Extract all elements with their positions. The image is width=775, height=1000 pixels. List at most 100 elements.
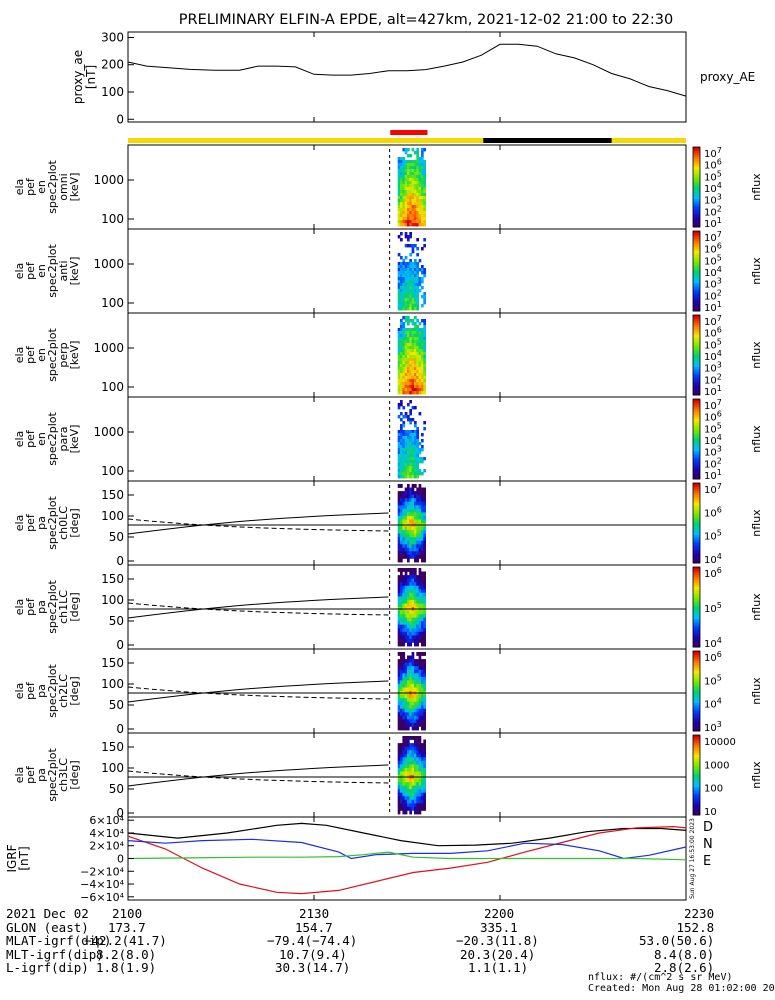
spectrogram-cell [409, 178, 412, 182]
spectrogram-cell [400, 792, 403, 797]
spectrogram-cell [400, 673, 403, 678]
spectrogram-cell [409, 412, 412, 416]
spectrogram-cell [418, 172, 422, 176]
colorbar-cell [693, 199, 700, 202]
spectrogram-cell [409, 662, 412, 667]
spectrogram-cell [421, 544, 424, 549]
spectrogram-cell [402, 596, 406, 601]
spectrogram-cell [421, 217, 424, 221]
spectrogram-cell [411, 277, 415, 281]
spectrogram-cell [411, 712, 415, 717]
spectrogram-cell [416, 491, 419, 495]
colorbar-cell [693, 603, 700, 606]
spectrogram-cell [400, 760, 403, 765]
spectrogram-cell [416, 792, 419, 797]
spectrogram-cell [421, 202, 424, 206]
colorbar-cell [693, 411, 700, 414]
colorbar-label: nflux [750, 593, 763, 621]
colorbar-cell [693, 641, 700, 644]
spectrogram-cell [407, 301, 410, 305]
panel-pa_ch0: elapefpaspec2plotch0LC[deg] nflux [13, 480, 763, 566]
colorbar-cell [693, 543, 700, 546]
spectrogram-cell [404, 148, 408, 152]
colorbar-cell [693, 795, 700, 798]
spectrogram-cell [416, 680, 419, 685]
colorbar-cell [693, 357, 700, 360]
spectrogram-cell [423, 214, 426, 218]
spectrogram-cell [416, 750, 419, 755]
spectrogram-cell [416, 163, 419, 167]
spectrogram-cell [423, 271, 426, 275]
spectrogram-cell [402, 778, 406, 783]
spectrogram-cell [397, 358, 401, 362]
colorbar-cell [693, 307, 700, 310]
spectrogram-cell [397, 767, 401, 772]
spectrogram-cell [407, 621, 410, 626]
spectrogram-cell [416, 582, 419, 587]
spectrogram-cell [421, 792, 424, 797]
spectrogram-cell [402, 764, 406, 769]
spectrogram-cell [404, 778, 408, 783]
spectrogram-cell [407, 698, 410, 702]
colorbar-cell [693, 277, 700, 280]
spectrogram-cell [421, 358, 424, 362]
spectrogram-cell [423, 457, 426, 461]
spectrogram-cell [397, 701, 401, 706]
spectrogram-cell [404, 603, 408, 608]
spectrogram-cell [397, 757, 401, 762]
spectrogram-cell [418, 771, 422, 776]
spectrogram-cell [400, 208, 403, 212]
colorbar-cell [693, 745, 700, 748]
spectrogram-cell [409, 370, 412, 374]
spectrogram-cell [416, 544, 419, 549]
colorbar-tick-label: 10 [704, 807, 717, 818]
spectrogram-cell [418, 361, 422, 365]
spectrogram-cell [402, 193, 406, 197]
spectrogram-cell [416, 487, 419, 492]
colorbar-cell [693, 399, 700, 402]
spectrogram-cell [407, 515, 410, 520]
spectrogram-cell [407, 208, 410, 212]
colorbar-cell [693, 599, 700, 602]
spectrogram-cell [402, 603, 406, 608]
spectrogram-cell [402, 430, 406, 434]
colorbar-cell [693, 557, 700, 560]
spectrogram-cell [407, 283, 410, 287]
spectrogram-cell [402, 184, 406, 188]
colorbar-cell [693, 645, 700, 648]
spectrogram-cell [421, 698, 424, 702]
footer-row-label: MLT-igrf(dip) [6, 946, 104, 962]
colorbar-cell [693, 189, 700, 192]
spectrogram-cell [421, 530, 424, 534]
spectrogram-cell [402, 175, 406, 179]
spectrogram-cell [407, 642, 410, 647]
spectrogram-cell [414, 484, 417, 488]
colorbar-cell [693, 671, 700, 674]
spectrogram-cell [407, 442, 410, 446]
spectrogram-cell [418, 472, 422, 476]
spectrogram-cell [416, 307, 419, 311]
colorbar-cell [693, 175, 700, 178]
colorbar-cell [693, 609, 700, 612]
spectrogram-cell [416, 271, 419, 275]
spectrogram-cell [400, 508, 403, 513]
colorbar-cell [693, 525, 700, 528]
spectrogram-cell [402, 202, 406, 206]
spectrogram-cell [423, 687, 426, 692]
spectrogram-cell [423, 376, 426, 380]
spectrogram-cell [423, 803, 426, 808]
colorbar-cell [693, 547, 700, 550]
spectrogram-cell [423, 631, 426, 636]
spectrogram-cell [414, 746, 417, 751]
spectrogram-cell [397, 760, 401, 765]
spectrogram-cell [397, 554, 401, 559]
spectrogram-cell [400, 705, 403, 710]
spectrogram-cell [411, 698, 415, 702]
spectrogram-cell [414, 628, 417, 633]
colorbar-cell [693, 777, 700, 780]
spectrogram-cell [402, 789, 406, 794]
spectrogram-cell [400, 799, 403, 804]
spectrogram-cell [421, 708, 424, 713]
spectrogram-cell [411, 498, 415, 503]
spectrogram-cell [400, 340, 403, 344]
